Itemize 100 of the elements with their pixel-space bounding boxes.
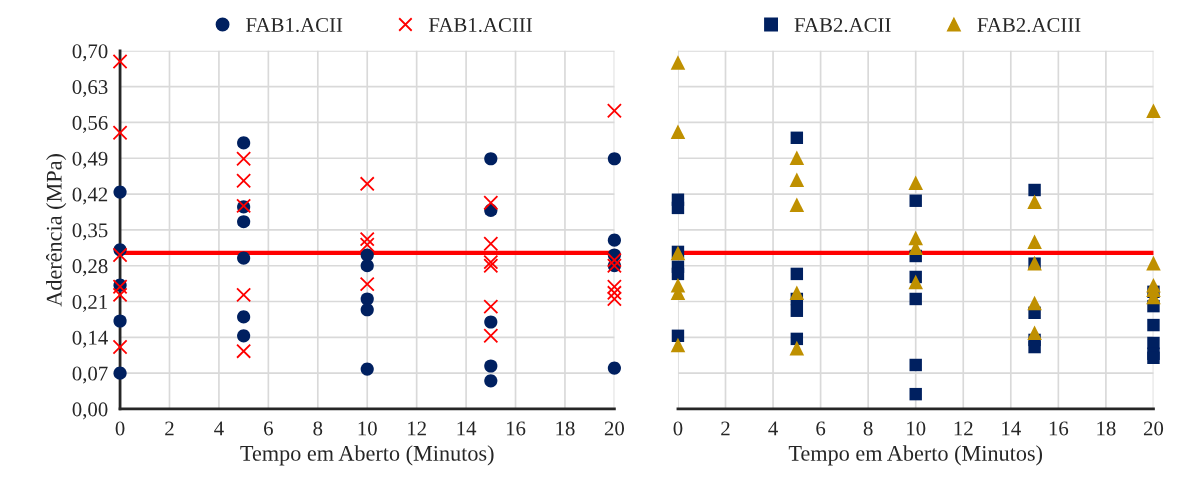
point: [359, 276, 375, 292]
point: [483, 195, 499, 211]
point: [790, 304, 804, 317]
point: [909, 292, 922, 306]
legend-label: FAB1.ACII: [246, 18, 343, 33]
y-tick-label: 0,56: [72, 115, 108, 133]
point: [670, 124, 686, 139]
point: [790, 131, 804, 145]
point: [1146, 103, 1161, 118]
point: [909, 387, 922, 401]
point: [1027, 234, 1042, 249]
point: [359, 237, 375, 253]
x-tick-label: 18: [556, 421, 575, 436]
y-tick-label: 0,63: [72, 80, 108, 98]
point: [237, 215, 251, 229]
point: [789, 340, 805, 356]
x-tick-label: 6: [264, 421, 273, 436]
y-tick-label: 0,49: [72, 151, 108, 169]
point: [236, 287, 252, 303]
x-tick-label: 4: [768, 421, 778, 436]
point: [112, 247, 128, 263]
point: [670, 55, 686, 70]
x-tick-label: 20: [1143, 421, 1164, 436]
point: [483, 236, 499, 252]
point: [606, 291, 622, 307]
point: [236, 343, 252, 359]
point: [483, 254, 499, 270]
y-tick-label: 0,35: [72, 223, 108, 241]
point: [908, 274, 923, 290]
point: [237, 310, 251, 324]
legend-label: FAB1.ACIII: [428, 18, 532, 33]
point: [113, 314, 127, 328]
x-tick-label: 0: [115, 421, 125, 436]
x-tick-label: 8: [863, 421, 873, 436]
point: [670, 337, 686, 353]
point: [1147, 318, 1160, 332]
point: [483, 328, 499, 344]
x-tick-label: 14: [457, 421, 477, 436]
point: [671, 201, 685, 215]
legend-label: FAB2.ACIII: [977, 18, 1081, 33]
point: [484, 359, 498, 373]
point: [908, 175, 923, 191]
point: [1147, 351, 1160, 365]
x-axis-title: Tempo em Aberto (Minutos): [788, 445, 1043, 466]
point: [236, 173, 252, 189]
x-tick-label: 6: [816, 421, 826, 436]
point: [789, 150, 805, 166]
point: [606, 279, 622, 295]
point: [237, 251, 251, 265]
point: [112, 287, 128, 303]
x-tick-label: 12: [408, 421, 426, 436]
y-tick-label: 0,28: [72, 259, 108, 277]
point: [360, 303, 374, 317]
point: [483, 299, 499, 315]
point: [789, 285, 805, 301]
x-tick-label: 2: [165, 421, 174, 436]
point: [359, 176, 375, 192]
point: [1146, 255, 1161, 271]
point: [237, 329, 251, 343]
point: [113, 185, 127, 199]
x-tick-label: 16: [506, 421, 526, 436]
point: [484, 374, 498, 388]
point: [484, 315, 498, 329]
y-tick-label: 0,14: [72, 330, 108, 348]
x-tick-label: 4: [214, 421, 224, 436]
point: [607, 152, 621, 166]
point: [909, 194, 922, 207]
point: [790, 267, 804, 281]
point: [607, 233, 621, 247]
x-axis-title: Tempo em Aberto (Minutos): [240, 445, 494, 466]
point: [908, 230, 923, 246]
y-tick-label: 0,42: [72, 187, 108, 205]
x-tick-label: 18: [1097, 421, 1116, 436]
point: [360, 259, 374, 273]
point: [909, 358, 922, 372]
x-tick-label: 12: [954, 421, 973, 436]
y-tick-label: 0,07: [72, 366, 108, 384]
point: [1028, 340, 1041, 354]
point: [606, 252, 622, 268]
point: [360, 362, 374, 376]
x-tick-label: 16: [1049, 421, 1069, 436]
point: [1027, 295, 1042, 311]
x-tick-label: 10: [907, 421, 926, 436]
x-tick-label: 10: [358, 421, 377, 436]
point: [671, 267, 685, 281]
point: [1147, 336, 1160, 350]
point: [789, 172, 805, 188]
x-tick-label: 0: [673, 421, 683, 436]
point: [236, 151, 252, 167]
point: [1027, 194, 1042, 210]
point: [606, 103, 622, 119]
point: [112, 339, 128, 355]
x-tick-label: 14: [1002, 421, 1021, 436]
point: [1028, 183, 1041, 197]
point: [112, 54, 128, 70]
point: [113, 366, 127, 380]
point: [1027, 325, 1042, 341]
x-tick-label: 2: [721, 421, 730, 436]
y-tick-label: 0,00: [72, 402, 108, 420]
legend-label: FAB2.ACII: [794, 18, 891, 33]
